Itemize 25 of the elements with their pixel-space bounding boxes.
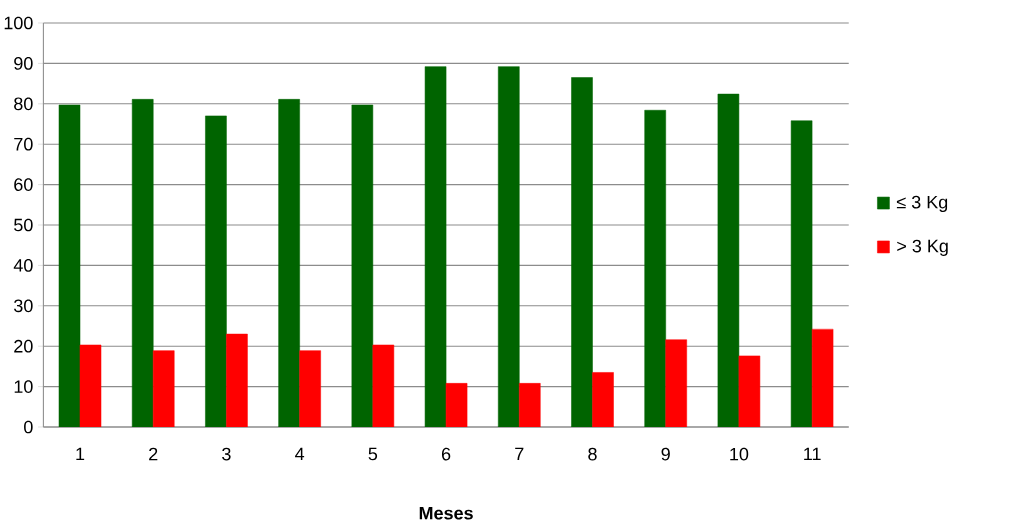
- x-tick-label: 8: [588, 447, 597, 461]
- x-tick-label: 6: [441, 447, 451, 461]
- x-tick-label: 5: [368, 447, 378, 461]
- y-tick-label: 70: [14, 137, 33, 151]
- y-tick-label: 40: [13, 259, 33, 272]
- y-tick-label: 80: [14, 97, 33, 111]
- x-tick-label: 1: [76, 447, 85, 461]
- x-tick-label: 9: [661, 447, 670, 461]
- x-tick-label: 11: [804, 447, 821, 461]
- legend-label: > 3 Kg: [897, 239, 948, 256]
- x-tick-label: 10: [730, 447, 749, 461]
- x-tick-label: 4: [295, 447, 305, 461]
- x-tick-label: 3: [222, 447, 231, 461]
- y-tick-label: 60: [14, 178, 33, 191]
- y-tick-label: 20: [14, 339, 33, 353]
- x-tick-label: 2: [149, 447, 158, 461]
- legend-label: ≤ 3 Kg: [896, 195, 948, 213]
- y-tick-label: 50: [14, 218, 33, 232]
- y-tick-label: 10: [14, 380, 33, 393]
- y-tick-label: 100: [4, 16, 33, 30]
- y-tick-label: 0: [24, 420, 33, 434]
- x-tick-label: 7: [515, 447, 524, 461]
- y-tick-label: 30: [14, 299, 33, 313]
- x-axis-title: Meses: [419, 506, 473, 520]
- y-tick-label: 90: [14, 57, 33, 70]
